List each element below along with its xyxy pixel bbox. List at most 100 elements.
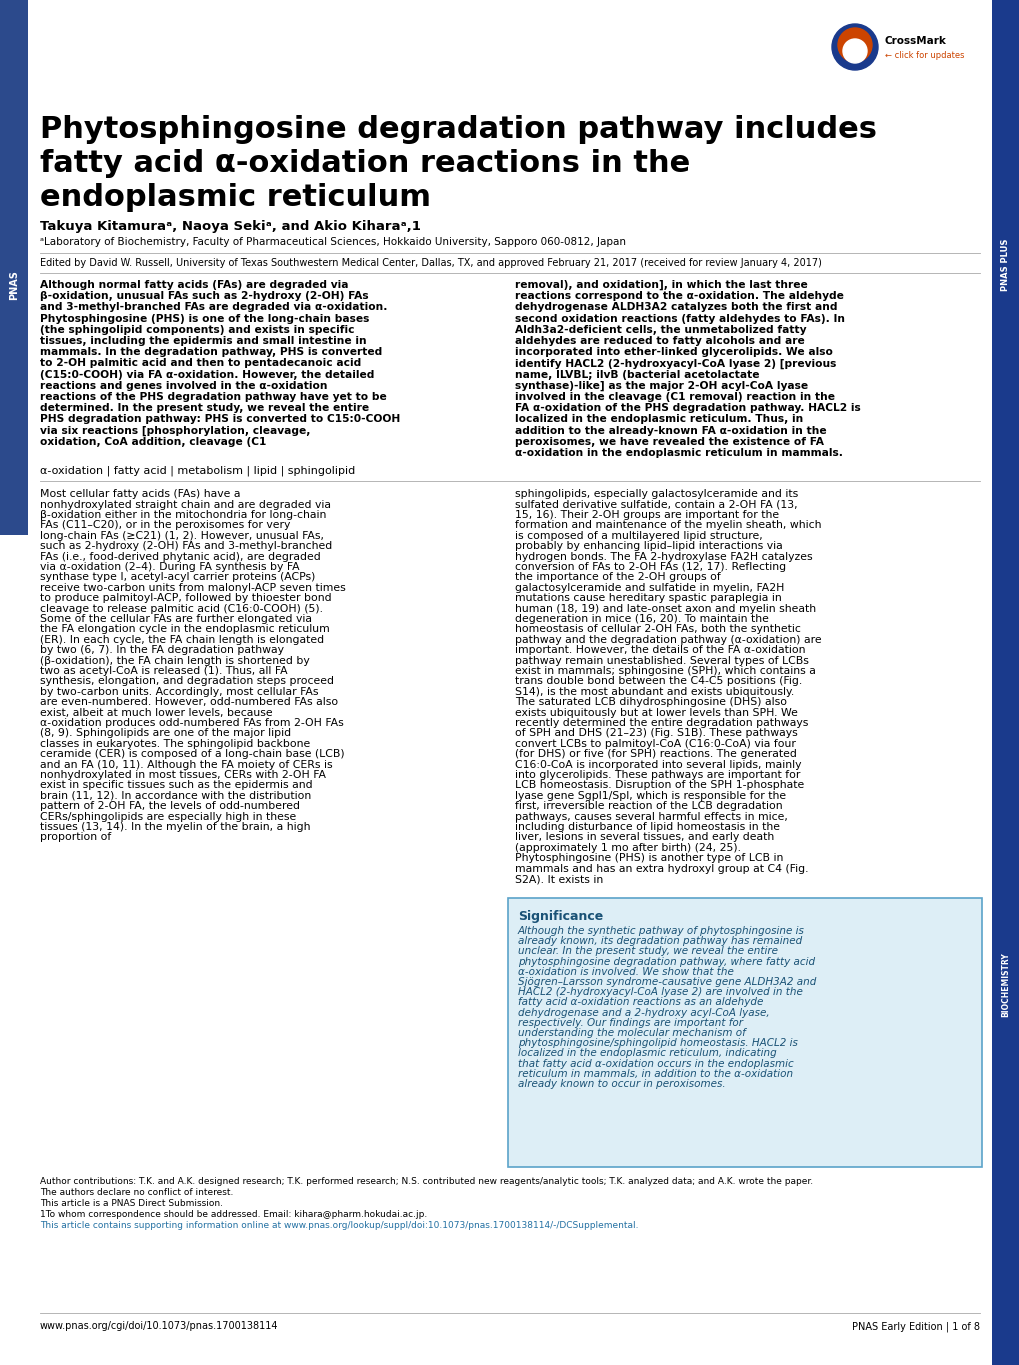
Text: BIOCHEMISTRY: BIOCHEMISTRY xyxy=(1001,953,1010,1017)
Text: 1To whom correspondence should be addressed. Email: kihara@pharm.hokudai.ac.jp.: 1To whom correspondence should be addres… xyxy=(40,1209,427,1219)
Text: PNAS PLUS: PNAS PLUS xyxy=(1001,239,1010,291)
Text: conversion of FAs to 2-OH FAs (12, 17). Reflecting: conversion of FAs to 2-OH FAs (12, 17). … xyxy=(515,562,786,572)
Text: exists ubiquitously but at lower levels than SPH. We: exists ubiquitously but at lower levels … xyxy=(515,707,797,718)
Text: sulfated derivative sulfatide, contain a 2-OH FA (13,: sulfated derivative sulfatide, contain a… xyxy=(515,500,797,509)
Text: removal), and oxidation], in which the last three: removal), and oxidation], in which the l… xyxy=(515,280,807,291)
Text: proportion of: proportion of xyxy=(40,833,111,842)
Text: that fatty acid α-oxidation occurs in the endoplasmic: that fatty acid α-oxidation occurs in th… xyxy=(518,1059,793,1069)
Circle shape xyxy=(842,40,866,63)
Text: convert LCBs to palmitoyl-CoA (C16:0-CoA) via four: convert LCBs to palmitoyl-CoA (C16:0-CoA… xyxy=(515,738,795,749)
Text: α-oxidation in the endoplasmic reticulum in mammals.: α-oxidation in the endoplasmic reticulum… xyxy=(515,448,842,459)
Text: synthase)-like] as the major 2-OH acyl-CoA lyase: synthase)-like] as the major 2-OH acyl-C… xyxy=(515,381,807,390)
Circle shape xyxy=(832,25,877,70)
Text: via α-oxidation (2–4). During FA synthesis by FA: via α-oxidation (2–4). During FA synthes… xyxy=(40,562,300,572)
Text: β-oxidation either in the mitochondria for long-chain: β-oxidation either in the mitochondria f… xyxy=(40,511,326,520)
Text: involved in the cleavage (C1 removal) reaction in the: involved in the cleavage (C1 removal) re… xyxy=(515,392,835,403)
Text: Although normal fatty acids (FAs) are degraded via: Although normal fatty acids (FAs) are de… xyxy=(40,280,348,289)
Text: (approximately 1 mo after birth) (24, 25).: (approximately 1 mo after birth) (24, 25… xyxy=(515,842,740,853)
Text: reactions correspond to the α-oxidation. The aldehyde: reactions correspond to the α-oxidation.… xyxy=(515,291,843,302)
Text: The saturated LCB dihydrosphingosine (DHS) also: The saturated LCB dihydrosphingosine (DH… xyxy=(515,698,787,707)
Text: Although the synthetic pathway of phytosphingosine is: Although the synthetic pathway of phytos… xyxy=(518,925,804,936)
Text: identify HACL2 (2-hydroxyacyl-CoA lyase 2) [previous: identify HACL2 (2-hydroxyacyl-CoA lyase … xyxy=(515,359,836,369)
Text: determined. In the present study, we reveal the entire: determined. In the present study, we rev… xyxy=(40,403,369,414)
Text: such as 2-hydroxy (2-OH) FAs and 3-methyl-branched: such as 2-hydroxy (2-OH) FAs and 3-methy… xyxy=(40,541,332,551)
Text: (8, 9). Sphingolipids are one of the major lipid: (8, 9). Sphingolipids are one of the maj… xyxy=(40,729,290,738)
Text: Sjögren–Larsson syndrome-causative gene ALDH3A2 and: Sjögren–Larsson syndrome-causative gene … xyxy=(518,977,815,987)
Text: α-oxidation produces odd-numbered FAs from 2-OH FAs: α-oxidation produces odd-numbered FAs fr… xyxy=(40,718,343,728)
Text: PHS degradation pathway: PHS is converted to C15:0-COOH: PHS degradation pathway: PHS is converte… xyxy=(40,415,399,425)
Text: probably by enhancing lipid–lipid interactions via: probably by enhancing lipid–lipid intera… xyxy=(515,541,782,551)
Text: (β-oxidation), the FA chain length is shortened by: (β-oxidation), the FA chain length is sh… xyxy=(40,655,310,666)
Text: second oxidation reactions (fatty aldehydes to FAs). In: second oxidation reactions (fatty aldehy… xyxy=(515,314,844,324)
Text: www.pnas.org/cgi/doi/10.1073/pnas.1700138114: www.pnas.org/cgi/doi/10.1073/pnas.170013… xyxy=(40,1321,278,1331)
Text: dehydrogenase and a 2-hydroxy acyl-CoA lyase,: dehydrogenase and a 2-hydroxy acyl-CoA l… xyxy=(518,1007,769,1017)
Circle shape xyxy=(838,29,871,61)
Text: mutations cause hereditary spastic paraplegia in: mutations cause hereditary spastic parap… xyxy=(515,594,781,603)
Text: CERs/sphingolipids are especially high in these: CERs/sphingolipids are especially high i… xyxy=(40,812,296,822)
Text: FA α-oxidation of the PHS degradation pathway. HACL2 is: FA α-oxidation of the PHS degradation pa… xyxy=(515,403,860,414)
Text: nonhydroxylated straight chain and are degraded via: nonhydroxylated straight chain and are d… xyxy=(40,500,331,509)
Text: pathways, causes several harmful effects in mice,: pathways, causes several harmful effects… xyxy=(515,812,787,822)
FancyBboxPatch shape xyxy=(507,898,981,1167)
Text: into glycerolipids. These pathways are important for: into glycerolipids. These pathways are i… xyxy=(515,770,800,779)
Text: fatty acid α-oxidation reactions as an aldehyde: fatty acid α-oxidation reactions as an a… xyxy=(518,998,762,1007)
Text: pathway and the degradation pathway (α-oxidation) are: pathway and the degradation pathway (α-o… xyxy=(515,635,821,644)
Text: CrossMark: CrossMark xyxy=(884,35,946,46)
Text: including disturbance of lipid homeostasis in the: including disturbance of lipid homeostas… xyxy=(515,822,780,833)
Text: recently determined the entire degradation pathways: recently determined the entire degradati… xyxy=(515,718,808,728)
Text: already known, its degradation pathway has remained: already known, its degradation pathway h… xyxy=(518,936,802,946)
Bar xyxy=(0,0,28,535)
Text: 15, 16). Their 2-OH groups are important for the: 15, 16). Their 2-OH groups are important… xyxy=(515,511,779,520)
Text: Some of the cellular FAs are further elongated via: Some of the cellular FAs are further elo… xyxy=(40,614,312,624)
Text: incorporated into ether-linked glycerolipids. We also: incorporated into ether-linked glyceroli… xyxy=(515,347,833,358)
Text: exist, albeit at much lower levels, because: exist, albeit at much lower levels, beca… xyxy=(40,707,272,718)
Text: tissues (13, 14). In the myelin of the brain, a high: tissues (13, 14). In the myelin of the b… xyxy=(40,822,310,833)
Text: FAs (i.e., food-derived phytanic acid), are degraded: FAs (i.e., food-derived phytanic acid), … xyxy=(40,551,320,561)
Text: Edited by David W. Russell, University of Texas Southwestern Medical Center, Dal: Edited by David W. Russell, University o… xyxy=(40,258,821,268)
Text: Aldh3a2-deficient cells, the unmetabolized fatty: Aldh3a2-deficient cells, the unmetaboliz… xyxy=(515,325,806,334)
Text: Author contributions: T.K. and A.K. designed research; T.K. performed research; : Author contributions: T.K. and A.K. desi… xyxy=(40,1177,812,1186)
Text: sphingolipids, especially galactosylceramide and its: sphingolipids, especially galactosylcera… xyxy=(515,489,798,500)
Text: the FA elongation cycle in the endoplasmic reticulum: the FA elongation cycle in the endoplasm… xyxy=(40,624,329,635)
Text: already known to occur in peroxisomes.: already known to occur in peroxisomes. xyxy=(518,1078,725,1089)
Text: important. However, the details of the FA α-oxidation: important. However, the details of the F… xyxy=(515,646,805,655)
Text: phytosphingosine/sphingolipid homeostasis. HACL2 is: phytosphingosine/sphingolipid homeostasi… xyxy=(518,1039,797,1048)
Text: This article is a PNAS Direct Submission.: This article is a PNAS Direct Submission… xyxy=(40,1198,223,1208)
Text: pattern of 2-OH FA, the levels of odd-numbered: pattern of 2-OH FA, the levels of odd-nu… xyxy=(40,801,300,811)
Text: Phytosphingosine (PHS) is one of the long-chain bases: Phytosphingosine (PHS) is one of the lon… xyxy=(40,314,369,324)
Text: α-oxidation | fatty acid | metabolism | lipid | sphingolipid: α-oxidation | fatty acid | metabolism | … xyxy=(40,465,355,475)
Text: FAs (C11–C20), or in the peroxisomes for very: FAs (C11–C20), or in the peroxisomes for… xyxy=(40,520,290,531)
Text: via six reactions [phosphorylation, cleavage,: via six reactions [phosphorylation, clea… xyxy=(40,426,310,435)
Text: α-oxidation is involved. We show that the: α-oxidation is involved. We show that th… xyxy=(518,966,733,977)
Text: The authors declare no conflict of interest.: The authors declare no conflict of inter… xyxy=(40,1188,233,1197)
Text: oxidation, CoA addition, cleavage (C1: oxidation, CoA addition, cleavage (C1 xyxy=(40,437,266,446)
Text: exist in mammals; sphingosine (SPH), which contains a: exist in mammals; sphingosine (SPH), whi… xyxy=(515,666,815,676)
Text: (for DHS) or five (for SPH) reactions. The generated: (for DHS) or five (for SPH) reactions. T… xyxy=(515,749,796,759)
Text: receive two-carbon units from malonyl-ACP seven times: receive two-carbon units from malonyl-AC… xyxy=(40,583,345,592)
Text: S2A). It exists in: S2A). It exists in xyxy=(515,874,602,885)
Text: Takuya Kitamuraᵃ, Naoya Sekiᵃ, and Akio Kiharaᵃ,1: Takuya Kitamuraᵃ, Naoya Sekiᵃ, and Akio … xyxy=(40,220,421,233)
Text: reticulum in mammals, in addition to the α-oxidation: reticulum in mammals, in addition to the… xyxy=(518,1069,793,1078)
Text: brain (11, 12). In accordance with the distribution: brain (11, 12). In accordance with the d… xyxy=(40,790,311,801)
Text: ← click for updates: ← click for updates xyxy=(884,51,964,60)
Text: trans double bond between the C4-C5 positions (Fig.: trans double bond between the C4-C5 posi… xyxy=(515,677,802,687)
Text: β-oxidation, unusual FAs such as 2-hydroxy (2-OH) FAs: β-oxidation, unusual FAs such as 2-hydro… xyxy=(40,291,368,302)
Text: PNAS: PNAS xyxy=(9,270,19,300)
Text: ᵃLaboratory of Biochemistry, Faculty of Pharmaceutical Sciences, Hokkaido Univer: ᵃLaboratory of Biochemistry, Faculty of … xyxy=(40,238,626,247)
Text: reactions and genes involved in the α-oxidation: reactions and genes involved in the α-ox… xyxy=(40,381,327,390)
Text: understanding the molecular mechanism of: understanding the molecular mechanism of xyxy=(518,1028,745,1037)
Text: mammals. In the degradation pathway, PHS is converted: mammals. In the degradation pathway, PHS… xyxy=(40,347,382,358)
Text: degeneration in mice (16, 20). To maintain the: degeneration in mice (16, 20). To mainta… xyxy=(515,614,768,624)
Text: and an FA (10, 11). Although the FA moiety of CERs is: and an FA (10, 11). Although the FA moie… xyxy=(40,759,332,770)
Text: unclear. In the present study, we reveal the entire: unclear. In the present study, we reveal… xyxy=(518,946,777,957)
Text: homeostasis of cellular 2-OH FAs, both the synthetic: homeostasis of cellular 2-OH FAs, both t… xyxy=(515,624,800,635)
Text: are even-numbered. However, odd-numbered FAs also: are even-numbered. However, odd-numbered… xyxy=(40,698,337,707)
Text: and 3-methyl-branched FAs are degraded via α-oxidation.: and 3-methyl-branched FAs are degraded v… xyxy=(40,303,387,313)
Text: to produce palmitoyl-ACP, followed by thioester bond: to produce palmitoyl-ACP, followed by th… xyxy=(40,594,331,603)
Text: pathway remain unestablished. Several types of LCBs: pathway remain unestablished. Several ty… xyxy=(515,655,808,666)
Text: lyase gene Sgpl1/Spl, which is responsible for the: lyase gene Sgpl1/Spl, which is responsib… xyxy=(515,790,786,801)
Text: name, ILVBL; ilvB (bacterial acetolactate: name, ILVBL; ilvB (bacterial acetolactat… xyxy=(515,370,759,379)
Text: first, irreversible reaction of the LCB degradation: first, irreversible reaction of the LCB … xyxy=(515,801,782,811)
Text: dehydrogenase ALDH3A2 catalyzes both the first and: dehydrogenase ALDH3A2 catalyzes both the… xyxy=(515,303,837,313)
Text: mammals and has an extra hydroxyl group at C4 (Fig.: mammals and has an extra hydroxyl group … xyxy=(515,864,808,874)
